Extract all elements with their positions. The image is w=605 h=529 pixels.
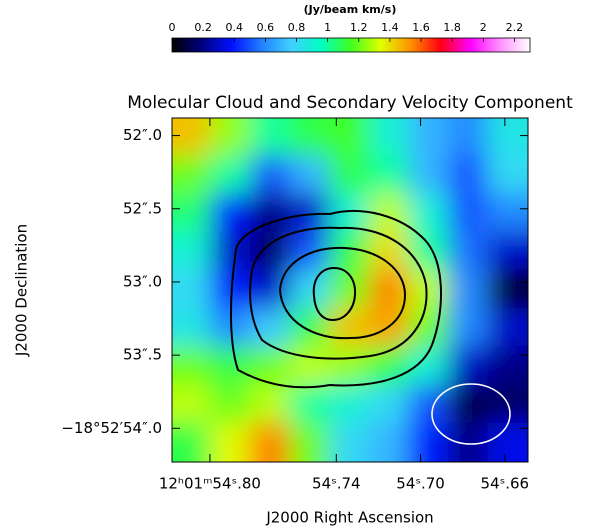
- y-tick-label: 53″.5: [123, 346, 162, 364]
- heatmap-cell: [329, 385, 371, 425]
- heatmap-cell: [408, 385, 450, 425]
- heatmap-cell: [290, 270, 332, 310]
- heatmap-cell: [487, 193, 559, 233]
- heatmap-cell: [329, 308, 371, 348]
- heatmap-cell: [211, 232, 253, 272]
- colorbar-tick-label: 0.4: [226, 21, 244, 34]
- x-tick-label: 54ˢ.66: [481, 475, 530, 493]
- heatmap-cell: [487, 155, 559, 195]
- colorbar-tick-label: 1.4: [381, 21, 399, 34]
- heatmap-cell: [250, 385, 292, 425]
- heatmap-cell: [448, 385, 490, 425]
- colorbar-tick-label: 0.2: [194, 21, 212, 34]
- heatmap-cell: [408, 155, 450, 195]
- plot-area: [141, 87, 559, 493]
- y-axis-label: J2000 Declination: [13, 224, 31, 357]
- colorbar-tick-label: 0.8: [288, 21, 306, 34]
- colorbar-tick-label: 0.6: [257, 21, 275, 34]
- colorbar-tick-label: 0: [169, 21, 176, 34]
- heatmap-cell: [141, 308, 213, 348]
- heatmap-cell: [448, 232, 490, 272]
- y-tick-label: 53″.0: [123, 272, 162, 290]
- colorbar-label: (Jy/beam km/s): [304, 3, 397, 16]
- colorbar-tick-label: 2: [480, 21, 487, 34]
- heatmap-cell: [448, 193, 490, 233]
- x-axis-label: J2000 Right Ascension: [265, 509, 433, 527]
- heatmap-cell: [211, 193, 253, 233]
- y-tick-label: 52″.0: [123, 126, 162, 144]
- heatmap-cell: [448, 155, 490, 195]
- heatmap-cell: [329, 346, 371, 386]
- heatmap-cell: [250, 232, 292, 272]
- colorbar-tick-label: 1: [324, 21, 331, 34]
- heatmap-cell: [290, 155, 332, 195]
- y-tick-label: 52″.5: [123, 199, 162, 217]
- heatmap: [141, 87, 559, 493]
- colorbar-tick-label: 1.8: [443, 21, 461, 34]
- heatmap-cell: [369, 385, 411, 425]
- heatmap-cell: [369, 155, 411, 195]
- heatmap-cell: [211, 155, 253, 195]
- chart: (Jy/beam km/s) Molecular Cloud and Secon…: [0, 0, 605, 529]
- heatmap-cell: [290, 346, 332, 386]
- heatmap-cell: [487, 232, 559, 272]
- colorbar-tick-label: 1.6: [412, 21, 430, 34]
- heatmap-cell: [329, 155, 371, 195]
- x-tick-label: 54ˢ.70: [396, 475, 445, 493]
- heatmap-cell: [448, 270, 490, 310]
- chart-title: Molecular Cloud and Secondary Velocity C…: [127, 93, 573, 113]
- heatmap-cell: [408, 308, 450, 348]
- heatmap-cell: [250, 270, 292, 310]
- colorbar-tick-label: 2.2: [506, 21, 524, 34]
- y-tick-label: −18°52′54″.0: [61, 419, 162, 437]
- heatmap-cell: [290, 308, 332, 348]
- heatmap-cell: [408, 232, 450, 272]
- heatmap-cell: [487, 385, 559, 425]
- heatmap-cell: [290, 232, 332, 272]
- x-tick-label: 12ʰ01ᵐ54ˢ.80: [159, 475, 261, 493]
- colorbar-tick-label: 1.2: [350, 21, 368, 34]
- heatmap-cell: [487, 308, 559, 348]
- heatmap-cell: [408, 270, 450, 310]
- heatmap-cell: [448, 308, 490, 348]
- heatmap-cell: [408, 193, 450, 233]
- heatmap-cell: [369, 346, 411, 386]
- heatmap-cell: [487, 270, 559, 310]
- heatmap-cell: [250, 155, 292, 195]
- heatmap-cell: [487, 346, 559, 386]
- heatmap-cell: [448, 346, 490, 386]
- x-tick-label: 54ˢ.74: [312, 475, 361, 493]
- heatmap-cell: [290, 385, 332, 425]
- heatmap-cell: [211, 346, 253, 386]
- colorbar: [172, 38, 530, 52]
- heatmap-cell: [141, 232, 213, 272]
- heatmap-cell: [211, 385, 253, 425]
- heatmap-cell: [141, 155, 213, 195]
